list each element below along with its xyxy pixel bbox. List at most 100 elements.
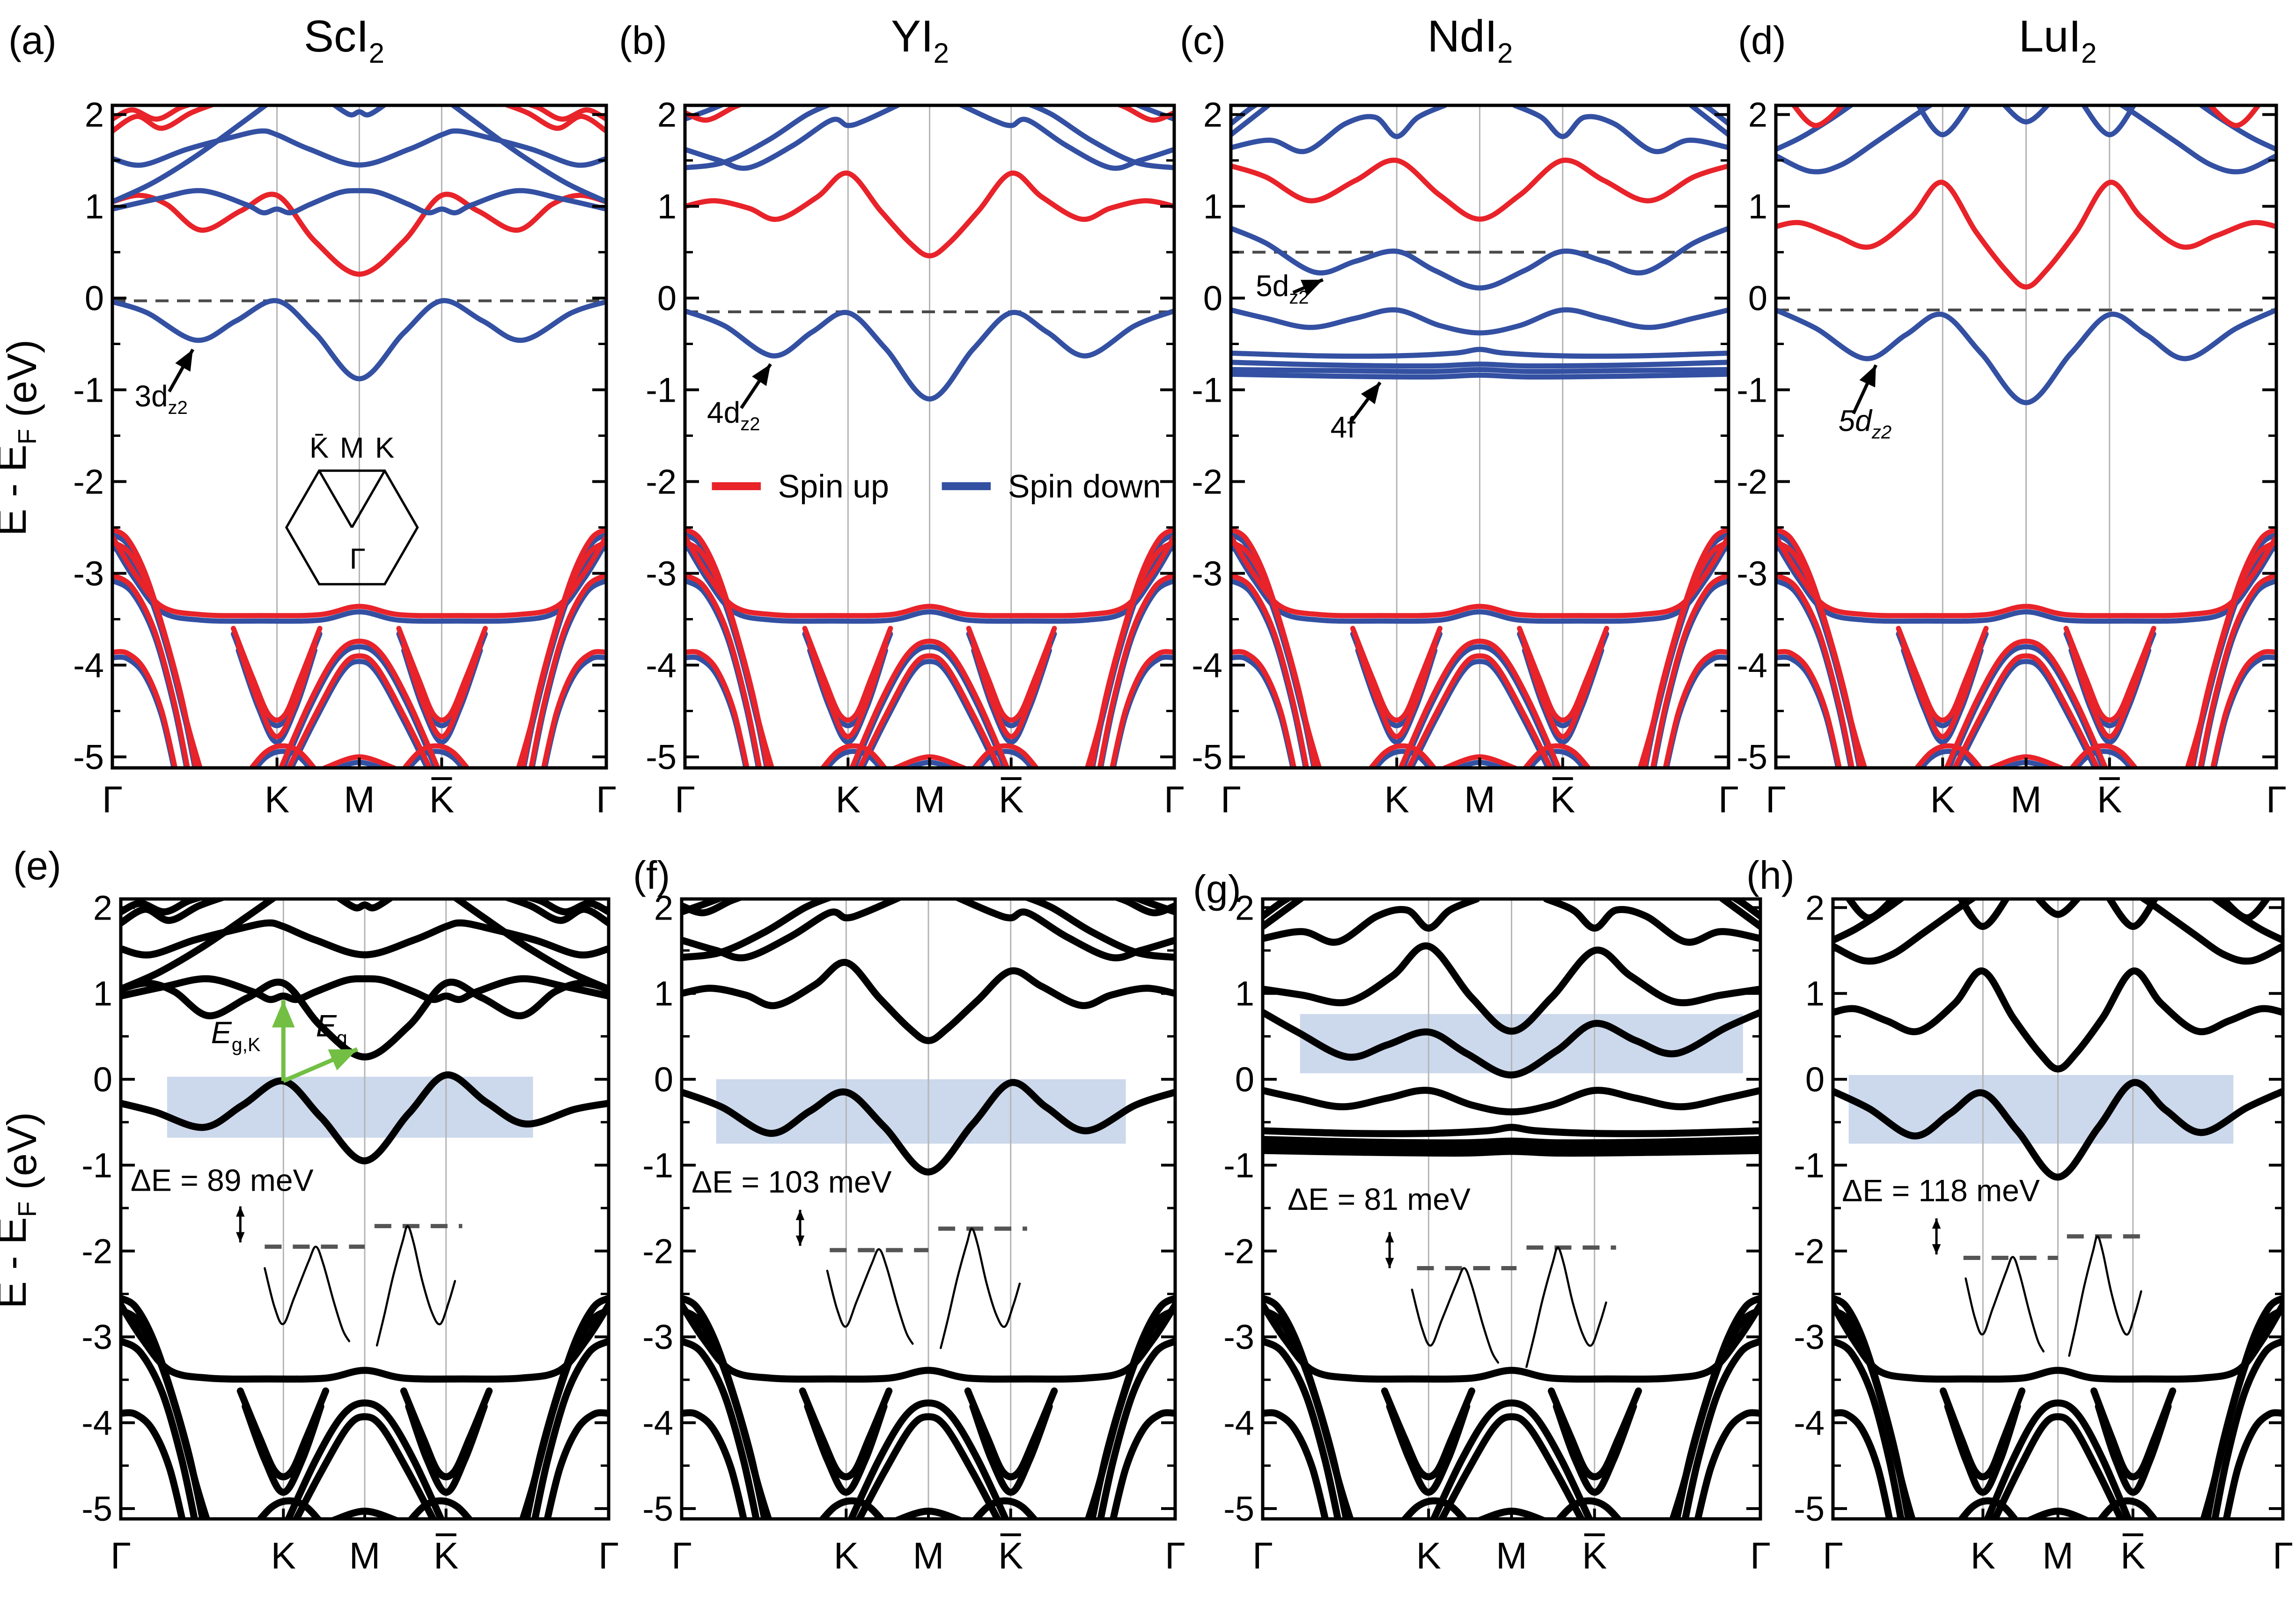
valence-band: [121, 1301, 609, 1383]
valence-band: [121, 1409, 186, 1519]
x-tick-label-1: K: [1971, 1535, 1995, 1576]
valence-band: [1833, 1301, 2283, 1383]
valence-band-spin-up: [849, 638, 1010, 768]
y-tick-label: -4: [1737, 646, 1767, 685]
valence-band: [1681, 1337, 1760, 1519]
valence-band-spin-up: [541, 649, 606, 768]
valence-band: [1694, 1409, 1760, 1519]
valence-band-spin-up: [685, 649, 750, 768]
valence-band-spin-up: [396, 626, 488, 723]
bz-label-gamma: Γ: [350, 543, 366, 575]
inset-zoom-curve-L: [826, 1248, 914, 1345]
delta-e-label: ΔE = 81 meV: [1288, 1182, 1471, 1216]
valence-band-spin-up: [112, 572, 191, 768]
y-tick-label: -3: [1794, 1318, 1825, 1356]
x-tick-label-2: M: [913, 1535, 944, 1576]
x-tick-label-2: M: [349, 1535, 381, 1576]
delta-e-label: ΔE = 103 meV: [692, 1164, 892, 1199]
panel-letter-g: (g): [1193, 867, 1241, 911]
valence-band: [242, 1403, 324, 1496]
y-tick-label: -3: [73, 554, 104, 593]
inset-zoom-curve-R: [2068, 1235, 2142, 1357]
valley-splitting-annotation: ΔE = 103 meV: [692, 1164, 1027, 1349]
band-gap-arrows: Eg,K Eg: [211, 1000, 359, 1083]
band-f2_c: [1231, 360, 1729, 369]
band-top3m_c: [1700, 105, 1729, 126]
y-tick-label: -2: [642, 1232, 673, 1271]
x-tick-label-1: K: [1384, 779, 1409, 820]
valence-band-spin-up: [807, 642, 888, 739]
inset-zoom-curve-R: [375, 1225, 456, 1347]
panel-plot-area: [1776, 105, 2276, 768]
valence-band: [855, 1413, 1002, 1519]
valence-band-spin-up: [2210, 649, 2276, 768]
y-tick-label: 0: [1805, 1060, 1825, 1099]
x-tick-label-0: Γ: [1766, 779, 1786, 820]
band-up2m_b: [1021, 899, 1175, 961]
y-tick-label: -5: [81, 1489, 112, 1528]
band-dz2_b: [685, 308, 1174, 402]
band-rcor_d: [1845, 899, 1898, 921]
x-tick-label-4: Γ: [1750, 1535, 1771, 1576]
panel-plot-area: [1231, 105, 1729, 768]
valence-band: [2211, 1337, 2283, 1519]
band-f1_c: [1231, 346, 1729, 359]
y-tick-label: 2: [1748, 96, 1767, 134]
y-tick-label: -1: [73, 371, 104, 410]
x-tick-label-4: Γ: [2273, 1535, 2293, 1576]
valence-band-spin-up: [1368, 743, 1437, 768]
y-tick-label: 2: [1805, 888, 1825, 927]
y-tick-label: 0: [1748, 279, 1767, 318]
y-tick-label: -4: [642, 1404, 673, 1443]
y-tick-label: 2: [85, 96, 104, 134]
panel-title-a: ScI2: [304, 11, 384, 69]
y-tick-label: 2: [1235, 888, 1254, 927]
y-tick-label: -1: [1737, 371, 1767, 410]
band-band2_c: [1263, 1087, 1760, 1116]
band-red1_b: [685, 170, 1174, 258]
valence-band: [2222, 1409, 2283, 1519]
x-tick-label-4: Γ: [598, 1535, 619, 1576]
valence-band-spin-down: [685, 539, 1174, 624]
arrow-head: [752, 364, 771, 386]
band-up1_d: [1776, 105, 1935, 175]
valence-band-spin-down: [405, 749, 466, 768]
band-f3_c: [1231, 367, 1729, 374]
valence-band-spin-up: [2185, 539, 2276, 768]
panel-title-d: LuI2: [2019, 11, 2097, 69]
y-tick-label: -1: [646, 371, 677, 410]
valley-shade-region: [167, 1076, 533, 1138]
panel-g: ΔE = 81 meV 2 1 0 -1 -2 -3 -4 -5 Γ K M K Γ: [1223, 888, 1771, 1576]
valence-band: [256, 1497, 323, 1519]
band-bX2L_a: [121, 899, 279, 993]
y-tick-label: 0: [654, 1060, 673, 1099]
legend-label-spin-down: Spin down: [1008, 468, 1161, 504]
y-tick-label: -2: [1192, 463, 1222, 501]
valence-band: [1833, 1409, 1893, 1519]
panel-h: ΔE = 118 meV 2 1 0 -1 -2 -3 -4 -5 Γ K M K Γ: [1794, 888, 2293, 1576]
valence-band-spin-up: [1231, 572, 1310, 768]
valence-band-spin-up: [248, 743, 317, 768]
inset-zoom-curve-L: [264, 1245, 350, 1342]
valence-band: [1554, 1497, 1623, 1519]
panel-f: ΔE = 103 meV 2 1 0 -1 -2 -3 -4 -5 Γ K M K Γ: [642, 888, 1185, 1576]
x-tick-label-4: Γ: [1718, 779, 1739, 820]
valence-band-spin-up: [1109, 649, 1174, 768]
bz-label-Kbar: K̄: [309, 432, 329, 464]
band-top3_c: [1263, 899, 1294, 920]
x-tick-label-3: K: [1582, 1535, 1607, 1576]
y-tick-label: 2: [93, 888, 112, 927]
valley-splitting-annotation: ΔE = 81 meV: [1288, 1182, 1616, 1368]
x-tick-label-0: Γ: [110, 1535, 131, 1576]
valence-band: [1109, 1409, 1175, 1519]
y-tick-label: 0: [657, 279, 677, 318]
band-rcorm_d: [2206, 105, 2262, 128]
inset-zoom-curve-R: [940, 1227, 1021, 1349]
panel-plot-area: [685, 105, 1174, 768]
x-tick-label-4: Γ: [1164, 779, 1185, 820]
y-tick-label: -2: [646, 463, 677, 501]
band-bX2R_a: [449, 105, 606, 205]
